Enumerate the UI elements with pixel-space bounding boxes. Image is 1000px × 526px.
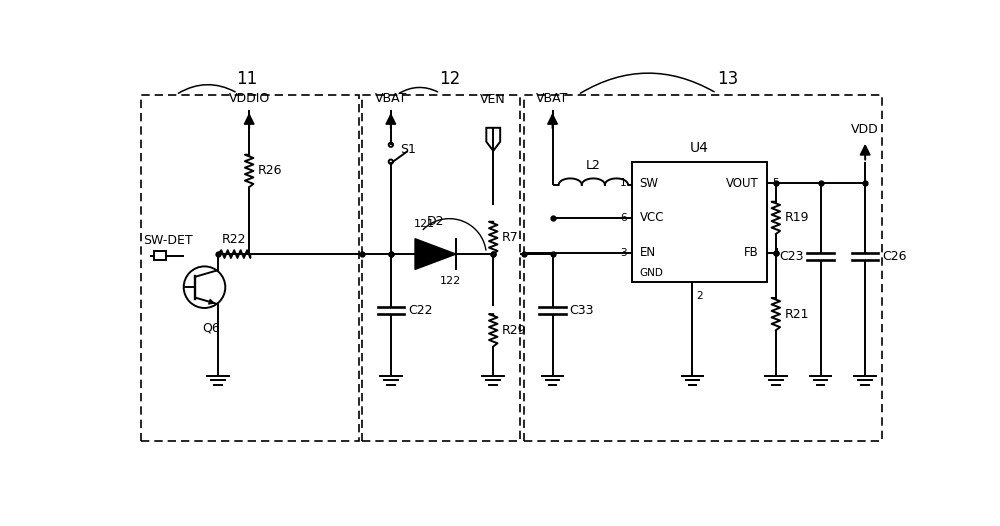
Polygon shape xyxy=(415,239,456,269)
Text: 1: 1 xyxy=(620,178,626,188)
Text: 4: 4 xyxy=(772,248,779,258)
Text: C22: C22 xyxy=(408,304,432,317)
Text: VCC: VCC xyxy=(640,211,664,225)
Text: R21: R21 xyxy=(784,308,809,321)
Text: SW: SW xyxy=(640,177,659,190)
Text: 121: 121 xyxy=(414,219,435,229)
Text: FB: FB xyxy=(744,246,759,259)
Text: R26: R26 xyxy=(258,165,282,177)
Text: R29: R29 xyxy=(502,324,526,337)
Text: C33: C33 xyxy=(569,304,594,317)
Text: 3: 3 xyxy=(620,248,626,258)
Text: EN: EN xyxy=(640,246,656,259)
FancyBboxPatch shape xyxy=(632,163,767,282)
Text: VDDIO: VDDIO xyxy=(229,92,270,105)
Text: VBAT: VBAT xyxy=(536,92,569,105)
Text: VEN: VEN xyxy=(480,93,506,106)
Text: R19: R19 xyxy=(784,211,809,225)
Text: 12: 12 xyxy=(439,70,460,88)
Text: D2: D2 xyxy=(427,215,444,228)
Text: R22: R22 xyxy=(222,234,246,246)
Text: R7: R7 xyxy=(502,231,518,245)
Text: 6: 6 xyxy=(620,213,626,223)
Text: 122: 122 xyxy=(439,276,461,286)
Text: L2: L2 xyxy=(586,159,601,173)
Text: Q6: Q6 xyxy=(202,321,220,334)
Text: U4: U4 xyxy=(690,141,709,155)
Text: VBAT: VBAT xyxy=(375,92,407,105)
Text: C26: C26 xyxy=(882,250,907,263)
Text: S1: S1 xyxy=(400,143,416,156)
Text: C23: C23 xyxy=(779,250,804,263)
Text: GND: GND xyxy=(640,268,663,278)
Text: 2: 2 xyxy=(696,291,703,301)
Text: SW-DET: SW-DET xyxy=(143,234,193,247)
Text: 5: 5 xyxy=(772,178,779,188)
Text: 11: 11 xyxy=(236,70,257,88)
FancyBboxPatch shape xyxy=(154,251,166,260)
Text: VOUT: VOUT xyxy=(726,177,759,190)
Text: 13: 13 xyxy=(717,70,739,88)
Text: VDD: VDD xyxy=(851,123,879,136)
